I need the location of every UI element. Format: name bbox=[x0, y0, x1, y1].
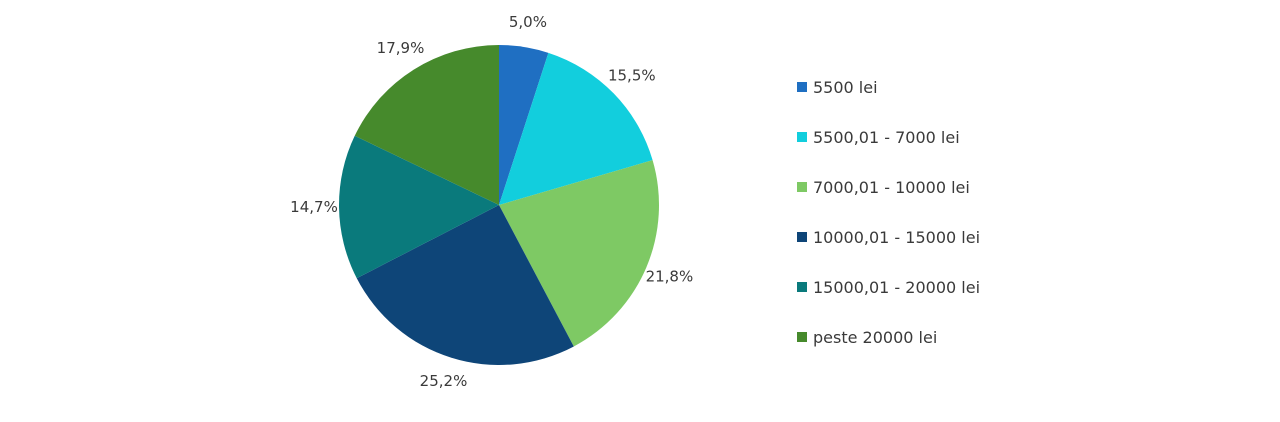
data-label: 21,8% bbox=[646, 268, 694, 286]
legend-label: 7000,01 - 10000 lei bbox=[813, 177, 970, 197]
legend-label: 5500,01 - 7000 lei bbox=[813, 127, 960, 147]
data-label: 17,9% bbox=[377, 39, 425, 57]
legend-label: 15000,01 - 20000 lei bbox=[813, 277, 981, 297]
legend-swatch bbox=[797, 82, 807, 92]
pie-slice bbox=[499, 52, 653, 205]
legend-item: 5500 lei bbox=[797, 62, 1057, 112]
legend-swatch bbox=[797, 132, 807, 142]
data-label: 5,0% bbox=[509, 13, 547, 31]
pie-slice bbox=[339, 135, 499, 279]
pie-slice bbox=[356, 205, 574, 365]
legend-swatch bbox=[797, 282, 807, 292]
pie-slice bbox=[354, 45, 499, 205]
legend-item: 10000,01 - 15000 lei bbox=[797, 212, 1057, 262]
data-label: 14,7% bbox=[290, 198, 338, 216]
pie-slice bbox=[499, 45, 549, 205]
chart-legend: 5500 lei 5500,01 - 7000 lei 7000,01 - 10… bbox=[797, 62, 1057, 362]
legend-item: 15000,01 - 20000 lei bbox=[797, 262, 1057, 312]
legend-label: 10000,01 - 15000 lei bbox=[813, 227, 981, 247]
legend-swatch bbox=[797, 332, 807, 342]
pie-slice bbox=[499, 160, 660, 347]
legend-swatch bbox=[797, 232, 807, 242]
legend-swatch bbox=[797, 182, 807, 192]
legend-item: peste 20000 lei bbox=[797, 312, 1057, 362]
legend-label: 5500 lei bbox=[813, 77, 878, 97]
legend-label: peste 20000 lei bbox=[813, 327, 938, 347]
legend-item: 5500,01 - 7000 lei bbox=[797, 112, 1057, 162]
legend-item: 7000,01 - 10000 lei bbox=[797, 162, 1057, 212]
data-label: 25,2% bbox=[420, 372, 468, 390]
data-label: 15,5% bbox=[608, 67, 656, 85]
